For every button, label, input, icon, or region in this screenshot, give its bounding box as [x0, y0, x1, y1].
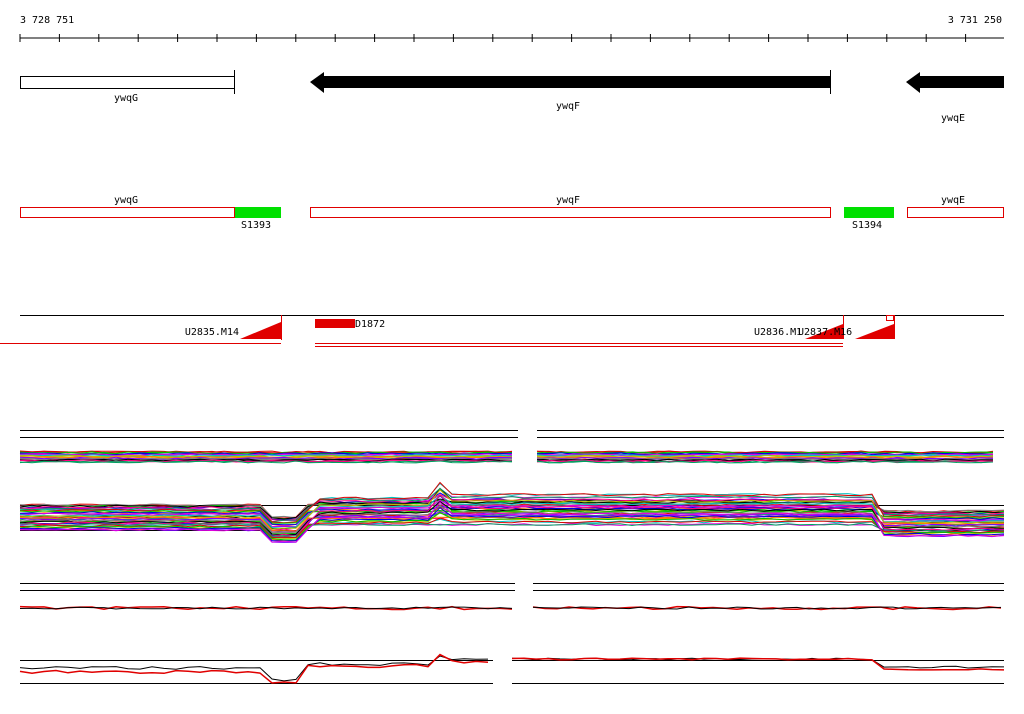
ruler-ticks	[19, 34, 967, 42]
signal-line	[19, 499, 1005, 528]
feature-box	[315, 319, 355, 328]
signal-line	[19, 494, 1005, 529]
gene-arrow	[906, 72, 1004, 93]
signal-line	[536, 454, 994, 458]
feature-wedge	[855, 324, 894, 339]
annotation-label: ywqE	[941, 195, 965, 206]
annotation-box	[20, 207, 235, 218]
signal-line	[19, 481, 1005, 524]
signal-line	[19, 655, 489, 682]
signal-line	[20, 518, 1005, 539]
annotation-box	[907, 207, 1004, 218]
signal-line	[19, 511, 1005, 541]
signal-line	[19, 653, 489, 684]
signal-line	[19, 505, 1005, 534]
signal-line	[19, 511, 1005, 533]
signal-line	[19, 501, 1005, 543]
signal-line	[19, 606, 513, 610]
signal-line	[19, 455, 513, 459]
ruler-start: 3 728 751	[20, 15, 74, 26]
signal-line	[536, 455, 994, 459]
signal-tracks	[19, 430, 1005, 684]
gene-label: ywqG	[114, 93, 138, 104]
signal-line	[19, 494, 1005, 537]
signal-line	[536, 460, 994, 464]
feature-wedge	[805, 324, 843, 339]
feature-wedge	[240, 322, 281, 339]
segment-box	[844, 207, 894, 218]
annotation-label: ywqG	[114, 195, 138, 206]
signal-line	[19, 454, 513, 458]
ruler-end: 3 731 250	[948, 15, 1002, 26]
gene-box	[20, 76, 235, 89]
segment-box	[235, 207, 281, 218]
signal-line	[536, 450, 994, 454]
signal-line	[536, 454, 994, 458]
feature-label: U2837.M16	[798, 327, 852, 338]
signal-line	[532, 606, 1002, 610]
signal-line	[19, 517, 1004, 539]
gene-arrow	[310, 72, 830, 93]
signal-line	[19, 460, 513, 464]
signal-line	[19, 489, 1005, 530]
annotation-box	[310, 207, 831, 218]
signal-line	[19, 487, 1005, 523]
feature-box	[886, 315, 894, 321]
gene-label: ywqF	[556, 101, 580, 112]
signal-line	[19, 523, 1005, 537]
signal-line	[511, 657, 1005, 669]
signal-line	[19, 507, 1005, 542]
annotation-label: ywqF	[556, 195, 580, 206]
signal-line	[511, 657, 1005, 671]
gene-label: ywqE	[941, 113, 965, 124]
signal-line	[19, 503, 1005, 519]
signal-line	[536, 459, 994, 463]
feature-label: D1872	[355, 319, 385, 330]
segment-label: S1393	[241, 220, 271, 231]
feature-label: U2835.M14	[185, 327, 239, 338]
signal-line	[19, 605, 513, 611]
segment-label: S1394	[852, 220, 882, 231]
feature-label: U2836.M1	[754, 327, 802, 338]
